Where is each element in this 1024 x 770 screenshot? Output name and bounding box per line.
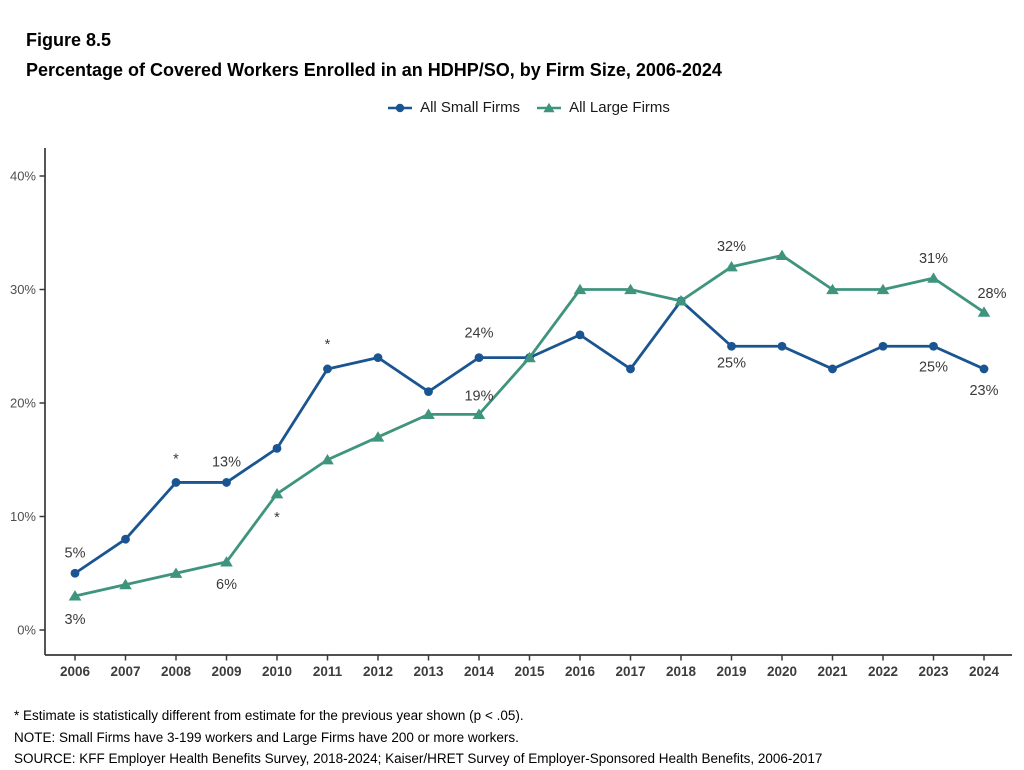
data-label: 25%: [717, 355, 746, 371]
legend-item-label: All Large Firms: [569, 99, 670, 116]
figure-label: Figure 8.5: [26, 30, 112, 50]
triangle-marker: [523, 351, 536, 363]
x-tick-label: 2007: [110, 664, 140, 679]
data-label: 19%: [464, 388, 493, 404]
x-tick-label: 2010: [262, 664, 292, 679]
legend-item-label: All Small Firms: [420, 99, 521, 116]
x-tick-label: 2014: [464, 664, 495, 679]
x-tick-label: 2012: [363, 664, 393, 679]
data-label: 3%: [65, 612, 86, 628]
triangle-marker: [270, 488, 284, 499]
triangle-marker: [826, 283, 839, 295]
circle-marker: [626, 364, 635, 374]
footnotes: * Estimate is statistically different fr…: [14, 705, 1014, 770]
footnote-note: NOTE: Small Firms have 3-199 workers and…: [14, 729, 519, 745]
x-tick-label: 2023: [918, 664, 949, 679]
circle-marker: [121, 534, 130, 544]
triangle-marker: [573, 283, 587, 295]
footnote-asterisk: * Estimate is statistically different fr…: [14, 708, 524, 723]
data-label: 24%: [464, 326, 493, 342]
x-tick-label: 2017: [615, 664, 645, 679]
data-label: 13%: [212, 454, 241, 470]
x-tick-label: 2011: [313, 664, 343, 679]
triangle-marker: [674, 295, 688, 306]
significance-asterisk: *: [325, 337, 331, 353]
legend-item-all-large-firms: All Large Firms: [536, 99, 670, 116]
circle-marker: [222, 478, 231, 487]
y-tick-label: 40%: [10, 169, 36, 184]
circle-marker: [171, 478, 181, 487]
x-tick-label: 2008: [161, 664, 192, 679]
line-chart: 0% 10% 20% 30% 40% 2006 2007 2008 2009 2010 2011 20…: [0, 140, 1024, 688]
legend-item-all-small-firms: All Small Firms: [387, 99, 520, 116]
triangle-marker: [775, 249, 789, 261]
circle-marker: [878, 341, 888, 351]
x-tick-label: 2020: [767, 664, 797, 679]
triangle-marker: [624, 283, 637, 295]
y-tick-label: 0%: [17, 623, 36, 638]
x-tick-label: 2024: [969, 664, 1000, 679]
footnote-source: SOURCE: KFF Employer Health Benefits Sur…: [14, 751, 823, 767]
series-line-all-large-firms: [73, 254, 986, 598]
data-label: 28%: [977, 286, 1006, 302]
circle-marker: [777, 341, 787, 351]
triangle-marker: [977, 306, 991, 317]
x-tick-label: 2021: [817, 664, 848, 679]
circle-marker: [575, 330, 585, 340]
circle-marker: [70, 568, 80, 578]
y-tick-label: 20%: [10, 396, 36, 411]
circle-marker: [828, 364, 837, 374]
circle-marker: [727, 341, 736, 351]
series-line-all-small-firms: [73, 299, 986, 575]
significance-asterisk: *: [173, 451, 179, 467]
legend-circle-marker-icon: [387, 101, 413, 115]
data-label: 5%: [65, 545, 86, 561]
x-tick-label: 2006: [60, 664, 91, 679]
circle-marker: [929, 341, 938, 351]
legend-triangle-marker-icon: [536, 101, 562, 115]
circle-marker: [272, 444, 282, 453]
chart-canvas: 0% 10% 20% 30% 40% 2006 2007 2008 2009 2010 2011 20…: [10, 148, 1012, 679]
x-tick-label: 2015: [514, 664, 545, 679]
y-tick-label: 10%: [10, 509, 36, 524]
triangle-marker: [725, 261, 738, 272]
significance-asterisk: *: [274, 510, 280, 526]
triangle-marker: [927, 272, 940, 283]
chart-legend: All Small Firms All Large Firms: [45, 99, 1012, 116]
x-tick-label: 2022: [868, 664, 898, 679]
data-label: 31%: [919, 251, 948, 267]
x-tick-label: 2016: [565, 664, 596, 679]
triangle-marker: [422, 408, 435, 419]
data-label: 32%: [717, 239, 746, 255]
triangle-marker: [119, 578, 132, 590]
circle-marker: [474, 353, 484, 362]
figure-title: Percentage of Covered Workers Enrolled i…: [26, 60, 722, 80]
circle-marker: [979, 364, 989, 374]
triangle-marker: [371, 431, 385, 442]
triangle-marker: [472, 408, 486, 419]
circle-marker: [323, 364, 332, 374]
triangle-marker: [876, 283, 890, 295]
triangle-marker: [169, 567, 183, 578]
circle-marker: [373, 353, 383, 362]
x-tick-label: 2013: [413, 664, 444, 679]
triangle-marker: [68, 590, 82, 601]
data-label: 23%: [969, 383, 998, 399]
circle-marker: [424, 387, 433, 397]
triangle-marker: [220, 556, 233, 567]
x-tick-label: 2019: [716, 664, 746, 679]
data-label: 6%: [216, 577, 237, 593]
x-tick-label: 2018: [666, 664, 697, 679]
triangle-marker: [321, 453, 334, 465]
data-label: 25%: [919, 359, 948, 375]
x-tick-label: 2009: [211, 664, 241, 679]
y-tick-label: 30%: [10, 282, 36, 297]
